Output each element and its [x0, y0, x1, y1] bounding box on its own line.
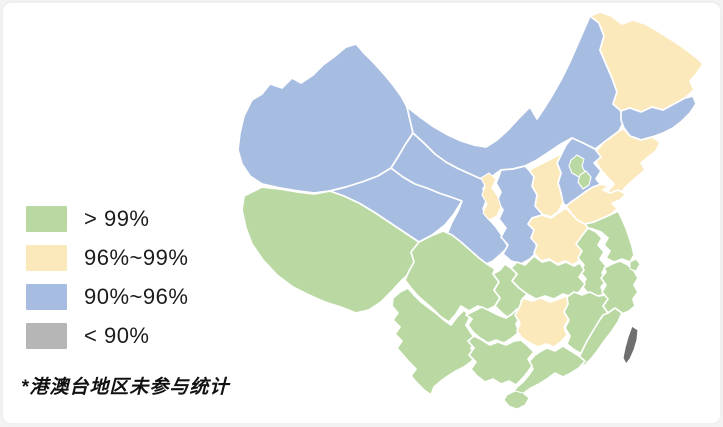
legend-swatch-96-99: [26, 245, 67, 271]
legend-label-90-96: 90%~96%: [84, 284, 189, 309]
province-yunnan: [391, 287, 478, 396]
legend-label-96-99: 96%~99%: [84, 245, 189, 270]
legend-label-gt99: > 99%: [84, 206, 150, 231]
legend-row-96-99: 96%~99%: [26, 245, 188, 271]
legend-swatch-90-96: [26, 284, 67, 310]
legend-label-lt90: < 90%: [84, 323, 150, 348]
province-fujian: [577, 307, 623, 367]
province-tianjin: [577, 170, 592, 190]
legend-row-90-96: 90%~96%: [26, 284, 188, 310]
province-liaoning: [593, 128, 661, 199]
legend-row-gt99: > 99%: [26, 206, 188, 232]
province-guangxi: [467, 335, 535, 386]
footnote: *港澳台地区未参与统计: [21, 377, 230, 398]
legend-swatch-lt90: [26, 323, 67, 349]
legend-swatch-gt99: [26, 206, 67, 232]
province-taiwan: [622, 325, 639, 365]
province-ningxia: [480, 172, 502, 221]
province-hunan: [514, 295, 571, 348]
legend: > 99% 96%~99% 90%~96% < 90%: [26, 206, 188, 349]
province-chongqing: [492, 263, 528, 320]
province-heilongjiang: [589, 11, 704, 113]
province-shanghai: [629, 258, 641, 272]
province-guangdong: [511, 345, 586, 399]
province-hainan: [503, 390, 530, 410]
province-shapes: [237, 11, 704, 410]
legend-row-lt90: < 90%: [26, 323, 188, 349]
